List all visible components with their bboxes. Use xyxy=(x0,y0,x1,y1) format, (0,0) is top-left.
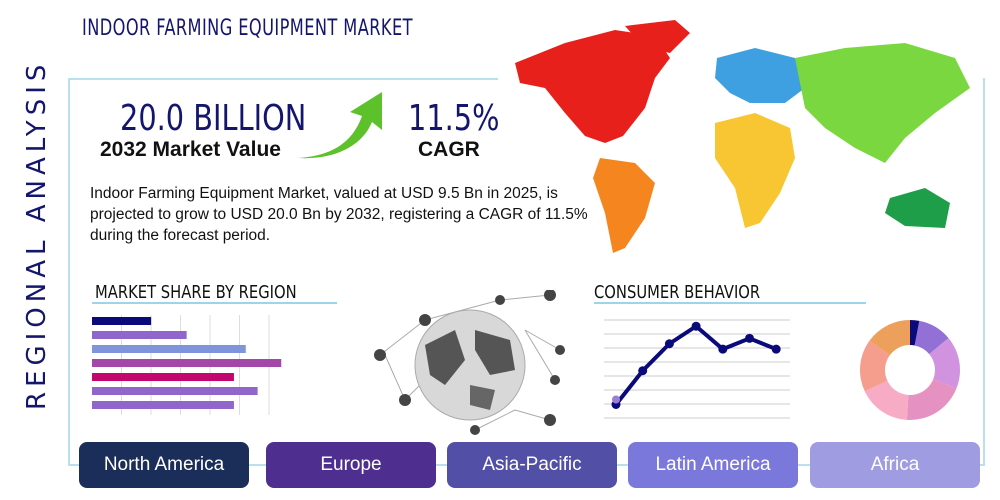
cagr-label: CAGR xyxy=(418,138,480,161)
map-greenland xyxy=(625,20,690,53)
growth-arrow-icon xyxy=(298,92,382,159)
region-button-latin-america[interactable]: Latin America xyxy=(628,442,798,488)
map-europe xyxy=(715,48,805,103)
region-button-europe[interactable]: Europe xyxy=(266,442,436,488)
map-oceania xyxy=(885,188,950,228)
donut-slice xyxy=(869,320,910,356)
bar xyxy=(92,401,234,409)
donut-slice xyxy=(929,338,960,389)
map-south-america xyxy=(593,158,655,253)
region-button-africa[interactable]: Africa xyxy=(810,442,980,488)
data-point xyxy=(745,333,754,343)
consumer-behavior-title: CONSUMER BEHAVIOR xyxy=(594,282,761,303)
consumer-behavior-donut-chart xyxy=(860,320,960,420)
bar xyxy=(92,387,258,395)
data-point xyxy=(612,395,620,404)
map-africa xyxy=(715,113,795,228)
data-point xyxy=(718,344,728,354)
map-north-america xyxy=(515,30,670,143)
bar xyxy=(92,373,234,381)
region-button-asia-pacific[interactable]: Asia-Pacific xyxy=(447,442,617,488)
donut-slice xyxy=(910,320,920,346)
global-network-globe-icon xyxy=(374,290,565,435)
market-value: 20.0 BILLION xyxy=(120,98,307,139)
world-map xyxy=(515,20,970,253)
data-point xyxy=(638,366,648,376)
data-point xyxy=(771,344,781,354)
region-button-north-america[interactable]: North America xyxy=(79,442,249,488)
side-label: REGIONAL ANALYSIS xyxy=(22,59,52,410)
frame-divider xyxy=(68,78,498,80)
bar xyxy=(92,345,246,353)
donut-slice xyxy=(864,380,909,420)
market-share-title: MARKET SHARE BY REGION xyxy=(95,282,297,303)
donut-slice xyxy=(906,379,957,420)
donut-slice xyxy=(914,320,949,355)
data-point xyxy=(664,339,674,349)
page-title: INDOOR FARMING EQUIPMENT MARKET xyxy=(82,16,413,41)
bar xyxy=(92,359,282,367)
donut-slice xyxy=(860,340,890,392)
consumer-behavior-line-chart xyxy=(604,319,790,419)
market-value-label: 2032 Market Value xyxy=(100,138,281,161)
market-description: Indoor Farming Equipment Market, valued … xyxy=(90,185,588,244)
bar xyxy=(92,331,187,339)
cagr-value: 11.5% xyxy=(408,98,500,139)
map-asia xyxy=(795,43,970,163)
market-share-bar-chart xyxy=(92,315,282,415)
section-underline xyxy=(594,302,866,304)
data-point xyxy=(691,321,701,331)
bar xyxy=(92,317,152,325)
section-underline xyxy=(92,302,337,304)
